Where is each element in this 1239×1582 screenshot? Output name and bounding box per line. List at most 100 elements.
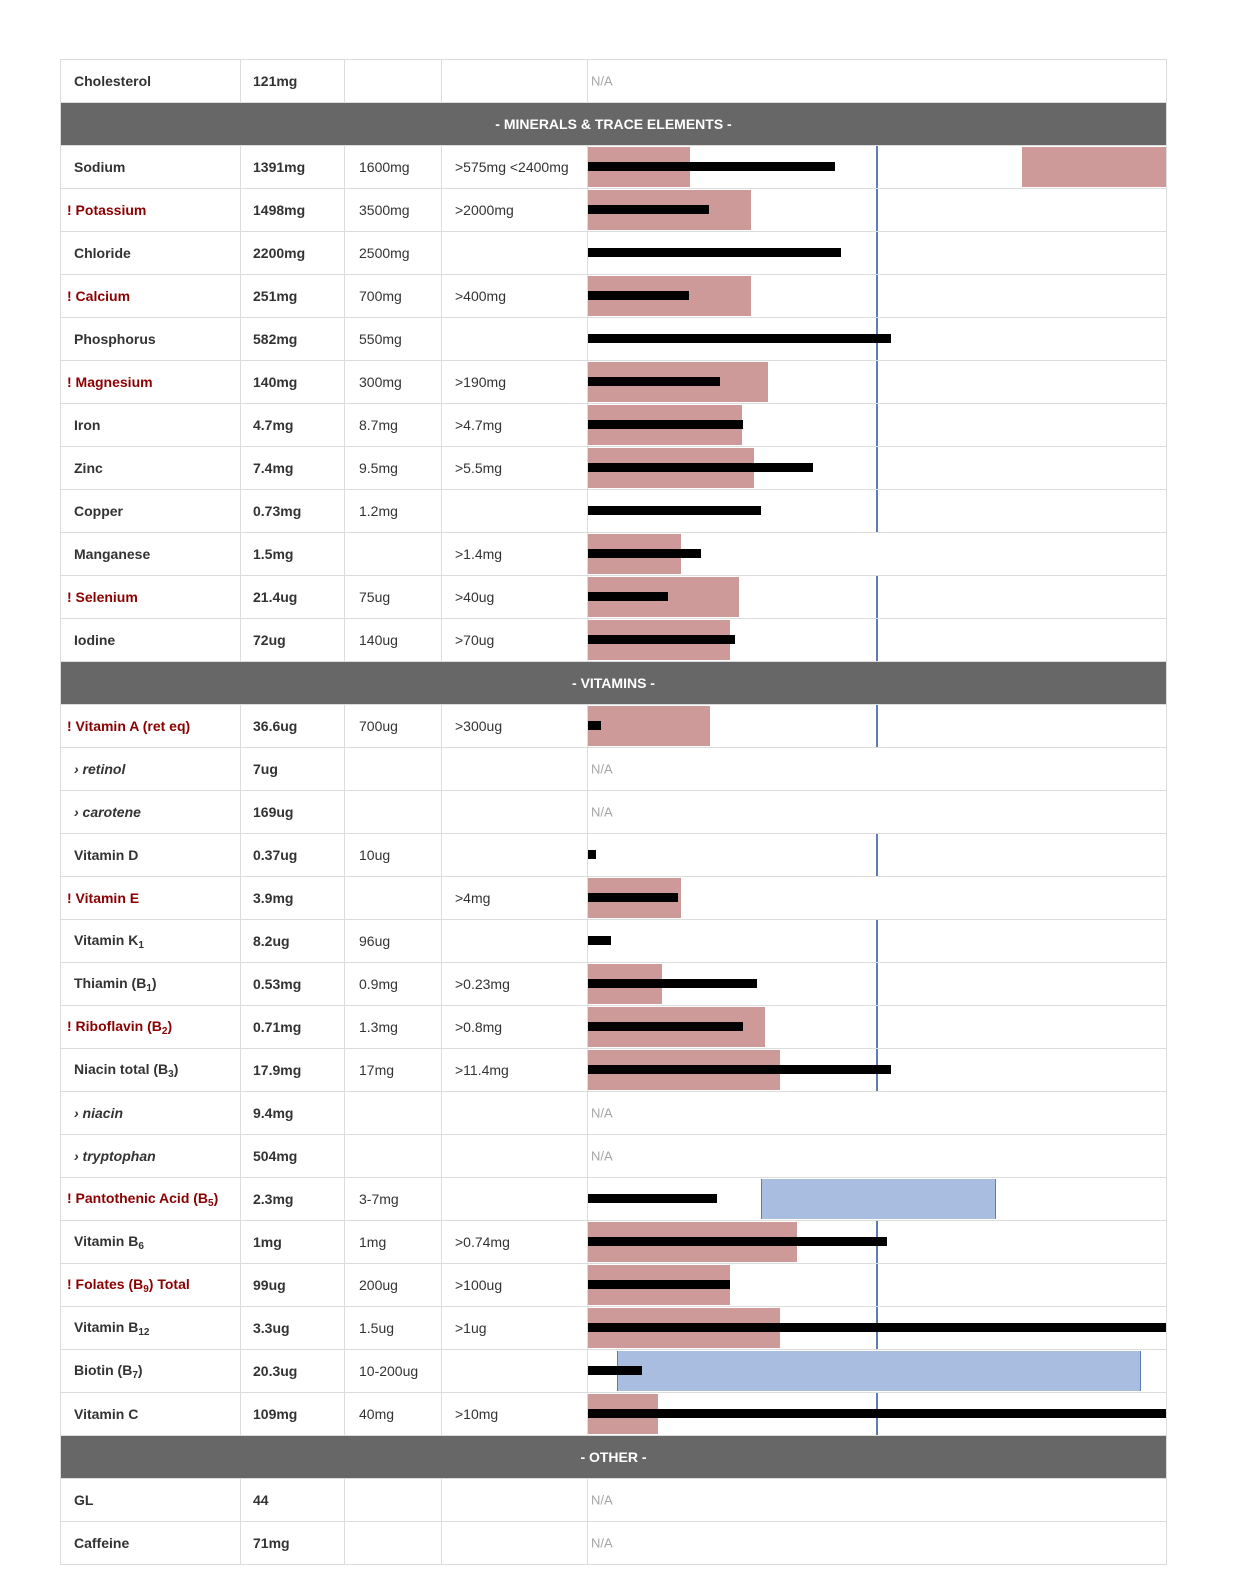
nutrient-name-subscript: 6 — [138, 1240, 144, 1252]
nutrient-row: ! Vitamin E 3.9mg >4mg — [60, 876, 1167, 920]
limit-value: >300ug — [441, 704, 588, 748]
amount-value: 121mg — [240, 59, 345, 103]
recommended-value — [344, 59, 442, 103]
recommended-marker-line — [876, 834, 878, 876]
nutrient-row: Niacin total (B3) 17.9mg 17mg >11.4mg — [60, 1048, 1167, 1092]
progress-bar — [588, 232, 1166, 274]
nutrient-name: Vitamin K1 — [60, 919, 241, 963]
nutrient-name: ! Riboflavin (B2) — [60, 1005, 241, 1049]
nutrient-name-text: › tryptophan — [74, 1148, 156, 1164]
progress-bar-cell — [587, 1263, 1167, 1307]
recommended-marker-line — [876, 576, 878, 618]
progress-bar-cell — [587, 618, 1167, 662]
nutrient-row: Iodine 72ug 140ug >70ug — [60, 618, 1167, 662]
nutrient-name-tail: ) — [173, 1060, 179, 1077]
recommended-marker-line — [876, 963, 878, 1005]
recommended-value — [344, 1134, 442, 1178]
recommended-value: 8.7mg — [344, 403, 442, 447]
progress-bar — [588, 834, 1166, 876]
limit-value — [441, 747, 588, 791]
limit-value: >10mg — [441, 1392, 588, 1436]
amount-bar — [588, 635, 736, 644]
recommended-value: 1mg — [344, 1220, 442, 1264]
nutrient-name: Vitamin C — [60, 1392, 241, 1436]
limit-value — [441, 1478, 588, 1522]
nutrient-row: ! Magnesium 140mg 300mg >190mg — [60, 360, 1167, 404]
limit-value: >40ug — [441, 575, 588, 619]
amount-bar — [588, 1280, 731, 1289]
recommended-value: 17mg — [344, 1048, 442, 1092]
recommended-value: 700ug — [344, 704, 442, 748]
nutrient-name-tail: ) — [137, 1361, 143, 1378]
progress-bar-cell — [587, 962, 1167, 1006]
nutrient-name-text: Iron — [74, 417, 101, 433]
limit-value: >1.4mg — [441, 532, 588, 576]
limit-value — [441, 1177, 588, 1221]
amount-bar — [588, 936, 612, 945]
recommended-marker-line — [876, 490, 878, 532]
progress-bar-cell — [587, 1392, 1167, 1436]
nutrient-row: Phosphorus 582mg 550mg — [60, 317, 1167, 361]
limit-value: >0.74mg — [441, 1220, 588, 1264]
nutrient-name-text: Zinc — [74, 460, 103, 476]
amount-value: 7ug — [240, 747, 345, 791]
recommended-value — [344, 1091, 442, 1135]
progress-bar — [588, 146, 1166, 188]
progress-bar — [588, 275, 1166, 317]
progress-bar-cell — [587, 274, 1167, 318]
nutrient-name-text: Chloride — [74, 245, 131, 261]
recommended-marker-line — [876, 361, 878, 403]
progress-bar — [588, 576, 1166, 618]
limit-value: >100ug — [441, 1263, 588, 1307]
recommended-value: 140ug — [344, 618, 442, 662]
nutrient-name: Manganese — [60, 532, 241, 576]
limit-value — [441, 1134, 588, 1178]
progress-bar — [588, 361, 1166, 403]
nutrient-name-text: ! Potassium — [67, 202, 147, 218]
amount-bar — [588, 1237, 888, 1246]
amount-value: 109mg — [240, 1392, 345, 1436]
progress-bar-cell — [587, 446, 1167, 490]
amount-value: 2.3mg — [240, 1177, 345, 1221]
progress-bar — [588, 705, 1166, 747]
nutrient-row: Caffeine 71mg N/A — [60, 1521, 1167, 1565]
recommended-value: 3-7mg — [344, 1177, 442, 1221]
recommended-value: 40mg — [344, 1392, 442, 1436]
nutrient-name-text: GL — [74, 1492, 94, 1508]
nutrient-row: › niacin 9.4mg N/A — [60, 1091, 1167, 1135]
amount-value: 0.37ug — [240, 833, 345, 877]
recommended-marker-line — [876, 189, 878, 231]
amount-bar — [588, 506, 762, 515]
not-available-label: N/A — [591, 73, 613, 89]
amount-value: 1.5mg — [240, 532, 345, 576]
nutrient-name: › carotene — [60, 790, 241, 834]
nutrient-name-tail: ) — [151, 974, 157, 991]
progress-bar — [588, 619, 1166, 661]
recommended-marker-line — [876, 447, 878, 489]
amount-bar — [588, 850, 597, 859]
progress-bar — [588, 490, 1166, 532]
progress-bar-cell — [587, 1177, 1167, 1221]
limit-value — [441, 59, 588, 103]
progress-bar — [588, 1178, 1166, 1220]
progress-bar — [588, 447, 1166, 489]
progress-bar — [588, 877, 1166, 919]
nutrient-row: Iron 4.7mg 8.7mg >4.7mg — [60, 403, 1167, 447]
not-available-label: N/A — [591, 761, 613, 777]
nutrient-name-text: Biotin (B — [74, 1361, 133, 1378]
nutrient-row: Sodium 1391mg 1600mg >575mg <2400mg — [60, 145, 1167, 189]
nutrient-name: ! Vitamin E — [60, 876, 241, 920]
nutrient-row: ! Riboflavin (B2) 0.71mg 1.3mg >0.8mg — [60, 1005, 1167, 1049]
amount-value: 169ug — [240, 790, 345, 834]
amount-bar — [588, 248, 842, 257]
progress-bar-cell — [587, 489, 1167, 533]
amount-bar — [588, 463, 813, 472]
not-available-label: N/A — [591, 1148, 613, 1164]
recommended-value: 9.5mg — [344, 446, 442, 490]
progress-bar — [588, 189, 1166, 231]
progress-bar — [588, 963, 1166, 1005]
amount-value: 7.4mg — [240, 446, 345, 490]
nutrient-table: Cholesterol 121mg N/A - MINERALS & TRACE EL… — [60, 59, 1167, 1565]
recommended-value — [344, 1521, 442, 1565]
limit-value — [441, 489, 588, 533]
